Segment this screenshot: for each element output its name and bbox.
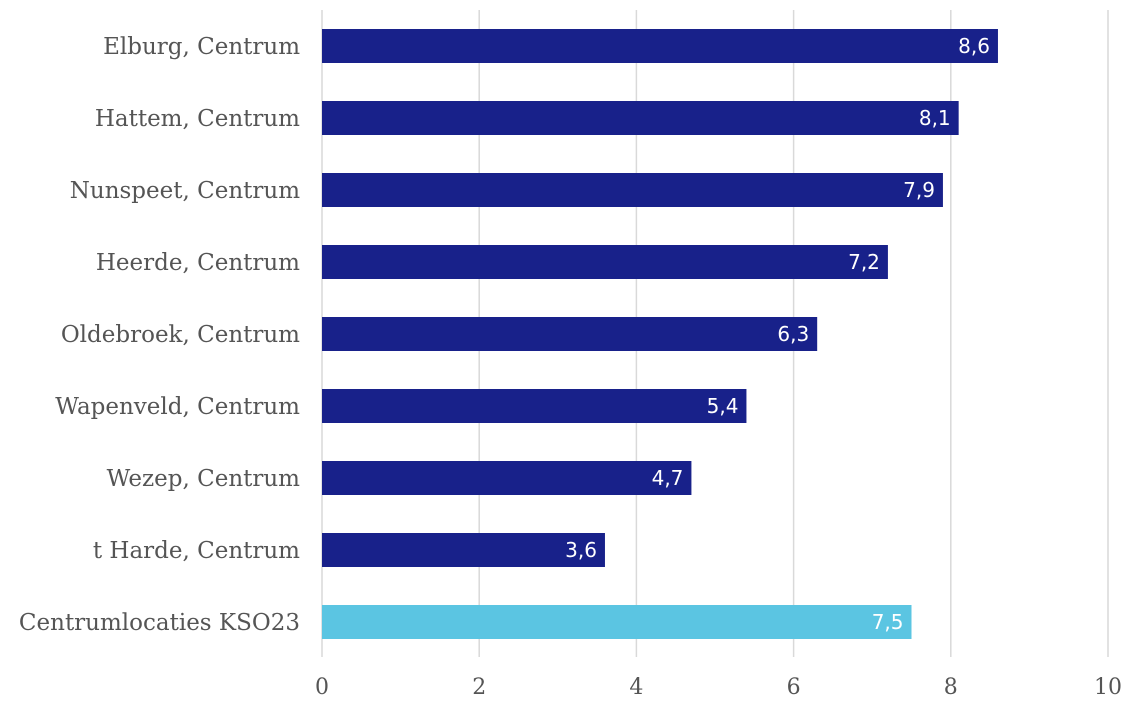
category-label: Heerde, Centrum (96, 250, 300, 276)
bar-value-label: 7,5 (872, 610, 904, 634)
x-tick-label: 6 (787, 675, 801, 700)
bar (322, 101, 959, 135)
bar (322, 317, 818, 351)
bar (322, 173, 943, 207)
x-tick-labels: 0 2 4 6 8 10 (315, 675, 1122, 700)
category-labels: Elburg, Centrum Hattem, Centrum Nunspeet, … (19, 34, 300, 636)
category-label: Elburg, Centrum (103, 34, 300, 60)
bars: 8,6 8,1 7,9 7,2 6,3 5,4 4,7 3,6 7,5 (322, 29, 998, 639)
bar (322, 245, 888, 279)
category-label: Nunspeet, Centrum (70, 178, 300, 204)
bar (322, 461, 692, 495)
bar-value-label: 6,3 (777, 322, 809, 346)
bar-value-label: 8,1 (919, 106, 951, 130)
category-label: Wapenveld, Centrum (55, 394, 300, 420)
x-tick-label: 10 (1094, 675, 1122, 700)
x-tick-label: 0 (315, 675, 329, 700)
x-tick-label: 4 (629, 675, 643, 700)
bar-value-label: 3,6 (565, 538, 597, 562)
category-label: Oldebroek, Centrum (61, 322, 300, 348)
category-label: Wezep, Centrum (107, 466, 301, 492)
bar (322, 605, 912, 639)
bar (322, 389, 747, 423)
bar (322, 533, 605, 567)
bar-value-label: 5,4 (707, 394, 739, 418)
bar-value-label: 8,6 (958, 34, 990, 58)
bar-value-label: 4,7 (652, 466, 684, 490)
bar-value-label: 7,2 (848, 250, 880, 274)
category-label: Centrumlocaties KSO23 (19, 610, 300, 636)
x-tick-label: 2 (472, 675, 486, 700)
bar (322, 29, 998, 63)
x-tick-label: 8 (944, 675, 958, 700)
bar-value-label: 7,9 (903, 178, 935, 202)
category-label: t Harde, Centrum (93, 538, 300, 564)
category-label: Hattem, Centrum (95, 106, 300, 132)
